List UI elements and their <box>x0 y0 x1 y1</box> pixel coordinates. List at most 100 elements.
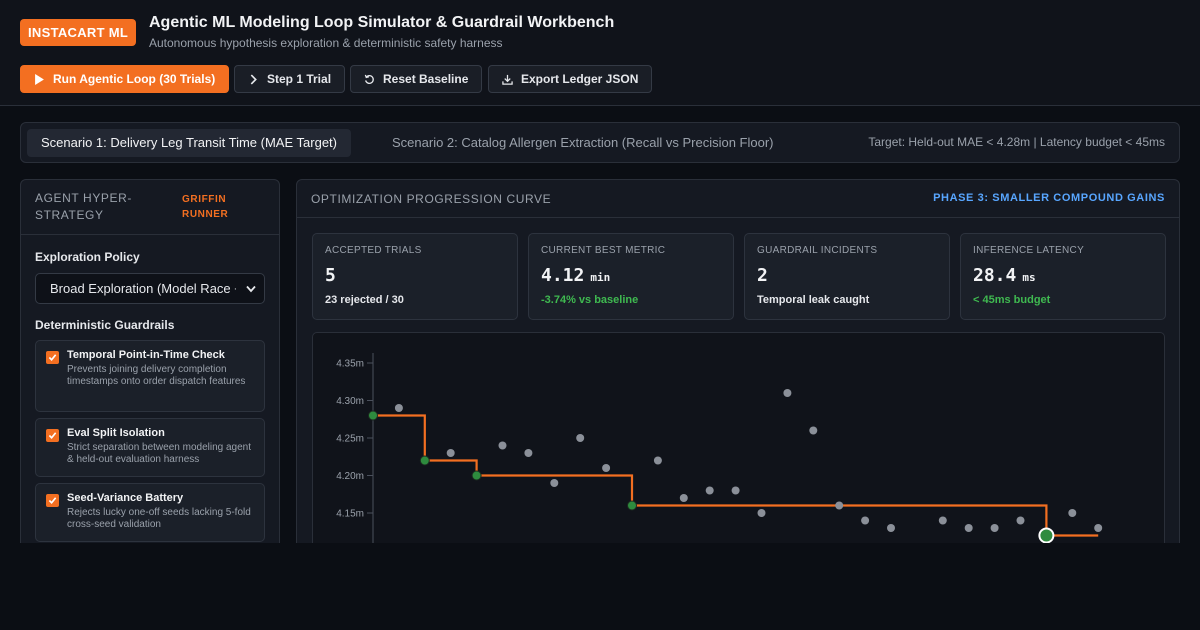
rejected-trial-point <box>653 456 662 465</box>
run-loop-label: Run Agentic Loop (30 Trials) <box>53 72 216 86</box>
strategy-panel-title: AGENT HYPER-STRATEGY <box>35 191 132 222</box>
kpi-label: INFERENCE LATENCY <box>973 245 1085 256</box>
brand-logo: INSTACART ML <box>20 19 137 46</box>
kpi-value-number: 5 <box>325 265 336 286</box>
rejected-trial-point <box>576 434 585 442</box>
kpi-best-metric: CURRENT BEST METRIC 4.12 min -3.74% vs ba… <box>528 233 734 320</box>
rejected-trial-point <box>446 449 455 457</box>
kpi-value: 5 <box>325 265 336 286</box>
progression-chart: 4.35m 4.30m 4.25m 4.20m 4.15m <box>312 332 1165 558</box>
kpi-accepted-trials: ACCEPTED TRIALS 5 23 rejected / 30 <box>312 233 518 320</box>
rejected-trial-point <box>705 486 714 495</box>
guardrail-temporal-checkbox[interactable] <box>46 351 59 364</box>
guardrail-title: Eval Split Isolation <box>67 427 165 439</box>
refresh-icon <box>364 74 374 84</box>
tab-scenario-1[interactable]: Scenario 1: Delivery Leg Transit Time (M… <box>27 129 351 157</box>
runner-badge-label: GRIFFIN RUNNER <box>182 194 229 220</box>
rejected-trial-point <box>964 524 973 532</box>
kpi-subtext: 23 rejected / 30 <box>325 294 404 306</box>
guardrail-title: Seed-Variance Battery <box>67 492 184 504</box>
chevron-down-icon <box>246 285 256 293</box>
progression-panel-header: OPTIMIZATION PROGRESSION CURVE PHASE 3: … <box>297 180 1179 218</box>
accepted-trial-point <box>627 500 637 511</box>
target-summary: Target: Held-out MAE < 4.28m | Latency b… <box>868 135 1165 149</box>
page-footer-area <box>0 543 1200 630</box>
kpi-guardrail-incidents: GUARDRAIL INCIDENTS 2 Temporal leak caug… <box>744 233 950 320</box>
guardrail-seed-variance-checkbox[interactable] <box>46 494 59 507</box>
check-icon <box>48 497 57 504</box>
accepted-trial-point <box>419 455 430 466</box>
kpi-value: 4.12 min <box>541 265 610 286</box>
guardrail-description: Rejects lucky one-off seeds lacking 5-fo… <box>67 507 251 530</box>
page-subtitle: Autonomous hypothesis exploration & dete… <box>149 36 503 50</box>
guardrail-seed-variance: Seed-Variance Battery Rejects lucky one-… <box>35 483 265 542</box>
rejected-trial-point <box>809 426 818 435</box>
kpi-value-number: 2 <box>757 265 768 286</box>
rejected-trial-point <box>757 509 766 517</box>
kpi-unit: min <box>590 271 611 284</box>
scenario-tabs: Scenario 1: Delivery Leg Transit Time (M… <box>20 122 1180 163</box>
rejected-trial-point <box>602 464 611 472</box>
reset-baseline-button[interactable]: Reset Baseline <box>350 65 483 93</box>
best-metric-line <box>373 414 1099 537</box>
run-loop-button[interactable]: Run Agentic Loop (30 Trials) <box>20 65 230 93</box>
exploration-policy-value: Broad Exploration (Model Race + Feature … <box>50 281 236 296</box>
current-best-point <box>1038 527 1055 544</box>
check-icon <box>48 354 57 361</box>
guardrails-label: Deterministic Guardrails <box>35 318 175 332</box>
strategy-panel-header: AGENT HYPER-STRATEGY GRIFFIN RUNNER <box>21 180 279 235</box>
kpi-subtext: Temporal leak caught <box>757 294 870 306</box>
rejected-trial-point <box>783 389 792 397</box>
step-trial-label: Step 1 Trial <box>267 72 332 86</box>
rejected-trial-point <box>835 501 844 510</box>
kpi-label: CURRENT BEST METRIC <box>541 245 666 256</box>
kpi-label: ACCEPTED TRIALS <box>325 245 422 256</box>
accepted-trial-point <box>368 410 378 421</box>
progression-chart-svg: 4.35m 4.30m 4.25m 4.20m 4.15m <box>336 353 1103 558</box>
y-tick-label: 4.20m <box>336 471 364 482</box>
reset-baseline-label: Reset Baseline <box>383 72 469 86</box>
guardrail-eval-split-checkbox[interactable] <box>46 429 59 442</box>
tab-scenario-2[interactable]: Scenario 2: Catalog Allergen Extraction … <box>392 135 774 150</box>
kpi-subtext: -3.74% vs baseline <box>541 294 639 306</box>
guardrail-temporal: Temporal Point-in-Time Check Prevents jo… <box>35 340 265 412</box>
guardrail-title: Temporal Point-in-Time Check <box>67 349 225 361</box>
chevron-right-icon <box>250 74 257 84</box>
step-trial-button[interactable]: Step 1 Trial <box>234 65 346 93</box>
y-tick-label: 4.25m <box>336 434 364 445</box>
accepted-trial-point <box>471 470 482 481</box>
runner-badge: GRIFFIN RUNNER <box>182 192 252 222</box>
check-icon <box>48 432 57 439</box>
rejected-trial-point <box>887 524 895 532</box>
exploration-policy-label: Exploration Policy <box>35 250 140 264</box>
progression-panel-title: OPTIMIZATION PROGRESSION CURVE <box>311 192 552 206</box>
kpi-unit: ms <box>1022 271 1036 284</box>
rejected-trial-point <box>731 486 740 495</box>
kpi-value: 28.4 ms <box>973 265 1036 286</box>
kpi-value-number: 4.12 <box>541 265 585 286</box>
rejected-trial-point <box>524 449 533 457</box>
guardrail-description: Strict separation between modeling agent… <box>67 442 252 465</box>
strategy-panel: AGENT HYPER-STRATEGY GRIFFIN RUNNER Expl… <box>20 179 280 559</box>
guardrail-description: Prevents joining delivery completion tim… <box>67 364 246 387</box>
play-icon <box>35 73 44 85</box>
export-ledger-button[interactable]: Export Ledger JSON <box>488 65 653 93</box>
rejected-trial-point <box>498 441 507 450</box>
y-tick-label: 4.15m <box>336 509 364 520</box>
progression-panel: OPTIMIZATION PROGRESSION CURVE PHASE 3: … <box>296 179 1180 559</box>
rejected-trial-point <box>990 524 999 532</box>
y-tick-label: 4.35m <box>336 359 364 370</box>
rejected-trial-point <box>861 516 870 525</box>
y-tick-label: 4.30m <box>336 396 364 407</box>
rejected-trial-point <box>1016 516 1025 525</box>
kpi-value: 2 <box>757 265 768 286</box>
rejected-trial-point <box>1094 524 1103 532</box>
kpi-subtext: < 45ms budget <box>973 294 1051 306</box>
rejected-trial-point <box>550 479 559 487</box>
exploration-policy-select[interactable]: Broad Exploration (Model Race + Feature … <box>35 273 265 304</box>
kpi-value-number: 28.4 <box>973 265 1017 286</box>
app-header: INSTACART ML Agentic ML Modeling Loop Si… <box>0 0 1200 106</box>
rejected-trial-point <box>1068 509 1077 517</box>
phase-indicator: PHASE 3: SMALLER COMPOUND GAINS <box>933 192 1165 204</box>
rejected-trial-point <box>679 494 688 502</box>
